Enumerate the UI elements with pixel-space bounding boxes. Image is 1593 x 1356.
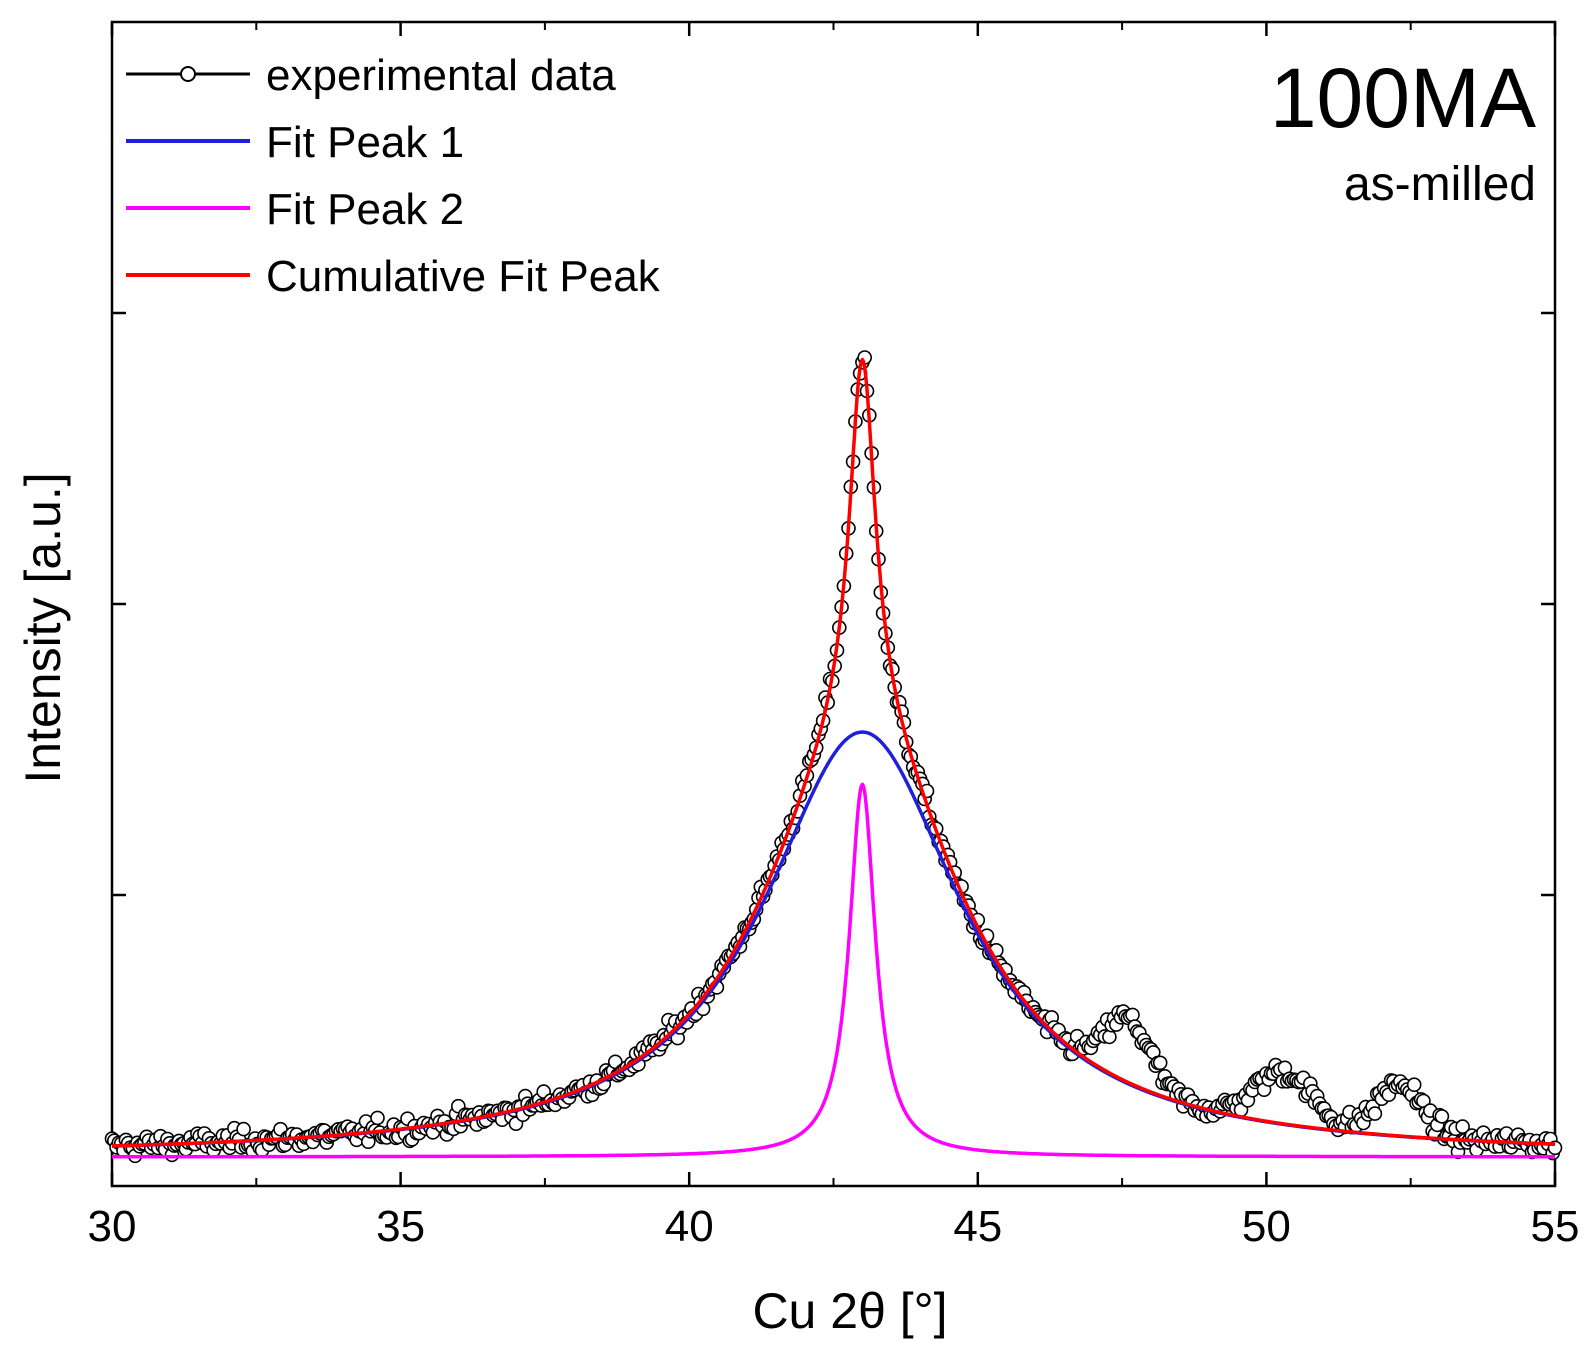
sample-name-annotation: 100MA <box>1270 51 1536 145</box>
legend-label-fit-peak-2: Fit Peak 2 <box>266 185 464 234</box>
legend-label-experimental: experimental data <box>266 51 616 100</box>
x-tick-label: 55 <box>1531 1202 1580 1251</box>
x-tick-label: 45 <box>953 1202 1002 1251</box>
legend-label-cumulative: Cumulative Fit Peak <box>266 252 661 301</box>
experimental-data-point <box>1406 1077 1422 1092</box>
experimental-data-point <box>1152 1055 1168 1071</box>
x-tick-labels: 30 35 40 45 50 55 <box>88 1202 1580 1251</box>
y-axis-title: Intensity [a.u.] <box>15 472 71 783</box>
legend-label-fit-peak-1: Fit Peak 1 <box>266 118 464 167</box>
x-tick-label: 30 <box>88 1202 137 1251</box>
experimental-data-point <box>370 1110 385 1126</box>
x-tick-label: 35 <box>376 1202 425 1251</box>
fit-peak-2-line <box>111 782 1556 1159</box>
x-tick-label: 40 <box>665 1202 714 1251</box>
fit-peak-1-line <box>111 730 1556 1148</box>
experimental-data-point <box>1125 1007 1140 1023</box>
ticks <box>110 22 1557 1186</box>
sample-condition-annotation: as-milled <box>1344 158 1536 211</box>
legend-marker-experimental <box>180 66 196 82</box>
experimental-data-point <box>1102 1029 1117 1045</box>
experimental-data-point <box>1434 1109 1450 1124</box>
experimental-data-point <box>1455 1119 1470 1134</box>
experimental-data-point <box>1367 1106 1383 1121</box>
experimental-data-point <box>236 1121 251 1137</box>
legend: experimental data Fit Peak 1 Fit Peak 2 … <box>126 51 661 301</box>
data-layer <box>104 350 1563 1164</box>
x-tick-label: 50 <box>1242 1202 1291 1251</box>
x-axis-title: Cu 2θ [°] <box>752 1283 947 1339</box>
cumulative-fit-peak-line <box>111 357 1556 1148</box>
